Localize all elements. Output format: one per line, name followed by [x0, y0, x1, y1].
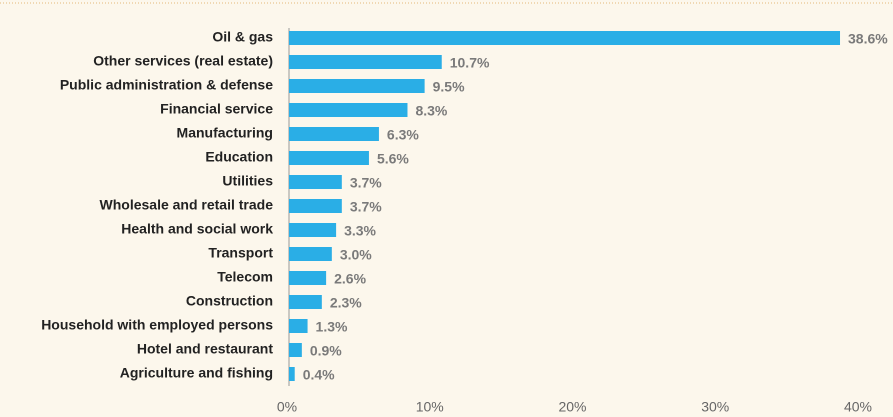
category-label: Financial service — [160, 101, 273, 117]
value-label: 3.7% — [350, 175, 382, 191]
category-label: Oil & gas — [212, 29, 273, 45]
bar — [289, 199, 342, 213]
x-tick-label: 30% — [701, 399, 729, 415]
bar — [289, 103, 408, 117]
bar — [289, 175, 342, 189]
category-label: Public administration & defense — [60, 77, 273, 93]
bar — [289, 55, 442, 69]
category-label: Telecom — [217, 269, 273, 285]
category-label: Other services (real estate) — [93, 53, 273, 69]
x-tick-label: 0% — [277, 399, 297, 415]
bar — [289, 319, 308, 333]
value-label: 8.3% — [415, 103, 447, 119]
category-label: Utilities — [222, 173, 273, 189]
value-label: 2.6% — [334, 271, 366, 287]
category-label: Hotel and restaurant — [137, 341, 273, 357]
x-tick-label: 40% — [844, 399, 872, 415]
category-label: Construction — [186, 293, 273, 309]
value-label: 2.3% — [330, 295, 362, 311]
bar — [289, 223, 337, 237]
x-tick-label: 10% — [416, 399, 444, 415]
bar — [289, 79, 425, 93]
category-label: Household with employed persons — [41, 317, 273, 333]
value-label: 0.4% — [303, 367, 335, 383]
bar — [289, 31, 841, 45]
category-label: Transport — [208, 245, 273, 261]
value-label: 9.5% — [433, 79, 465, 95]
value-label: 38.6% — [848, 31, 888, 47]
category-label: Agriculture and fishing — [120, 365, 273, 381]
value-label: 5.6% — [377, 151, 409, 167]
bar — [289, 343, 302, 357]
bar — [289, 271, 327, 285]
category-label: Manufacturing — [177, 125, 273, 141]
bar — [289, 367, 295, 381]
value-label: 0.9% — [310, 343, 342, 359]
bar — [289, 127, 379, 141]
category-label: Education — [205, 149, 273, 165]
bar — [289, 295, 322, 309]
value-label: 1.3% — [316, 319, 348, 335]
value-label: 3.3% — [344, 223, 376, 239]
x-tick-label: 20% — [558, 399, 586, 415]
value-label: 3.0% — [340, 247, 372, 263]
value-label: 10.7% — [450, 55, 490, 71]
category-label: Wholesale and retail trade — [100, 197, 274, 213]
value-label: 3.7% — [350, 199, 382, 215]
bar — [289, 247, 332, 261]
value-label: 6.3% — [387, 127, 419, 143]
category-label: Health and social work — [121, 221, 273, 237]
bar — [289, 151, 369, 165]
